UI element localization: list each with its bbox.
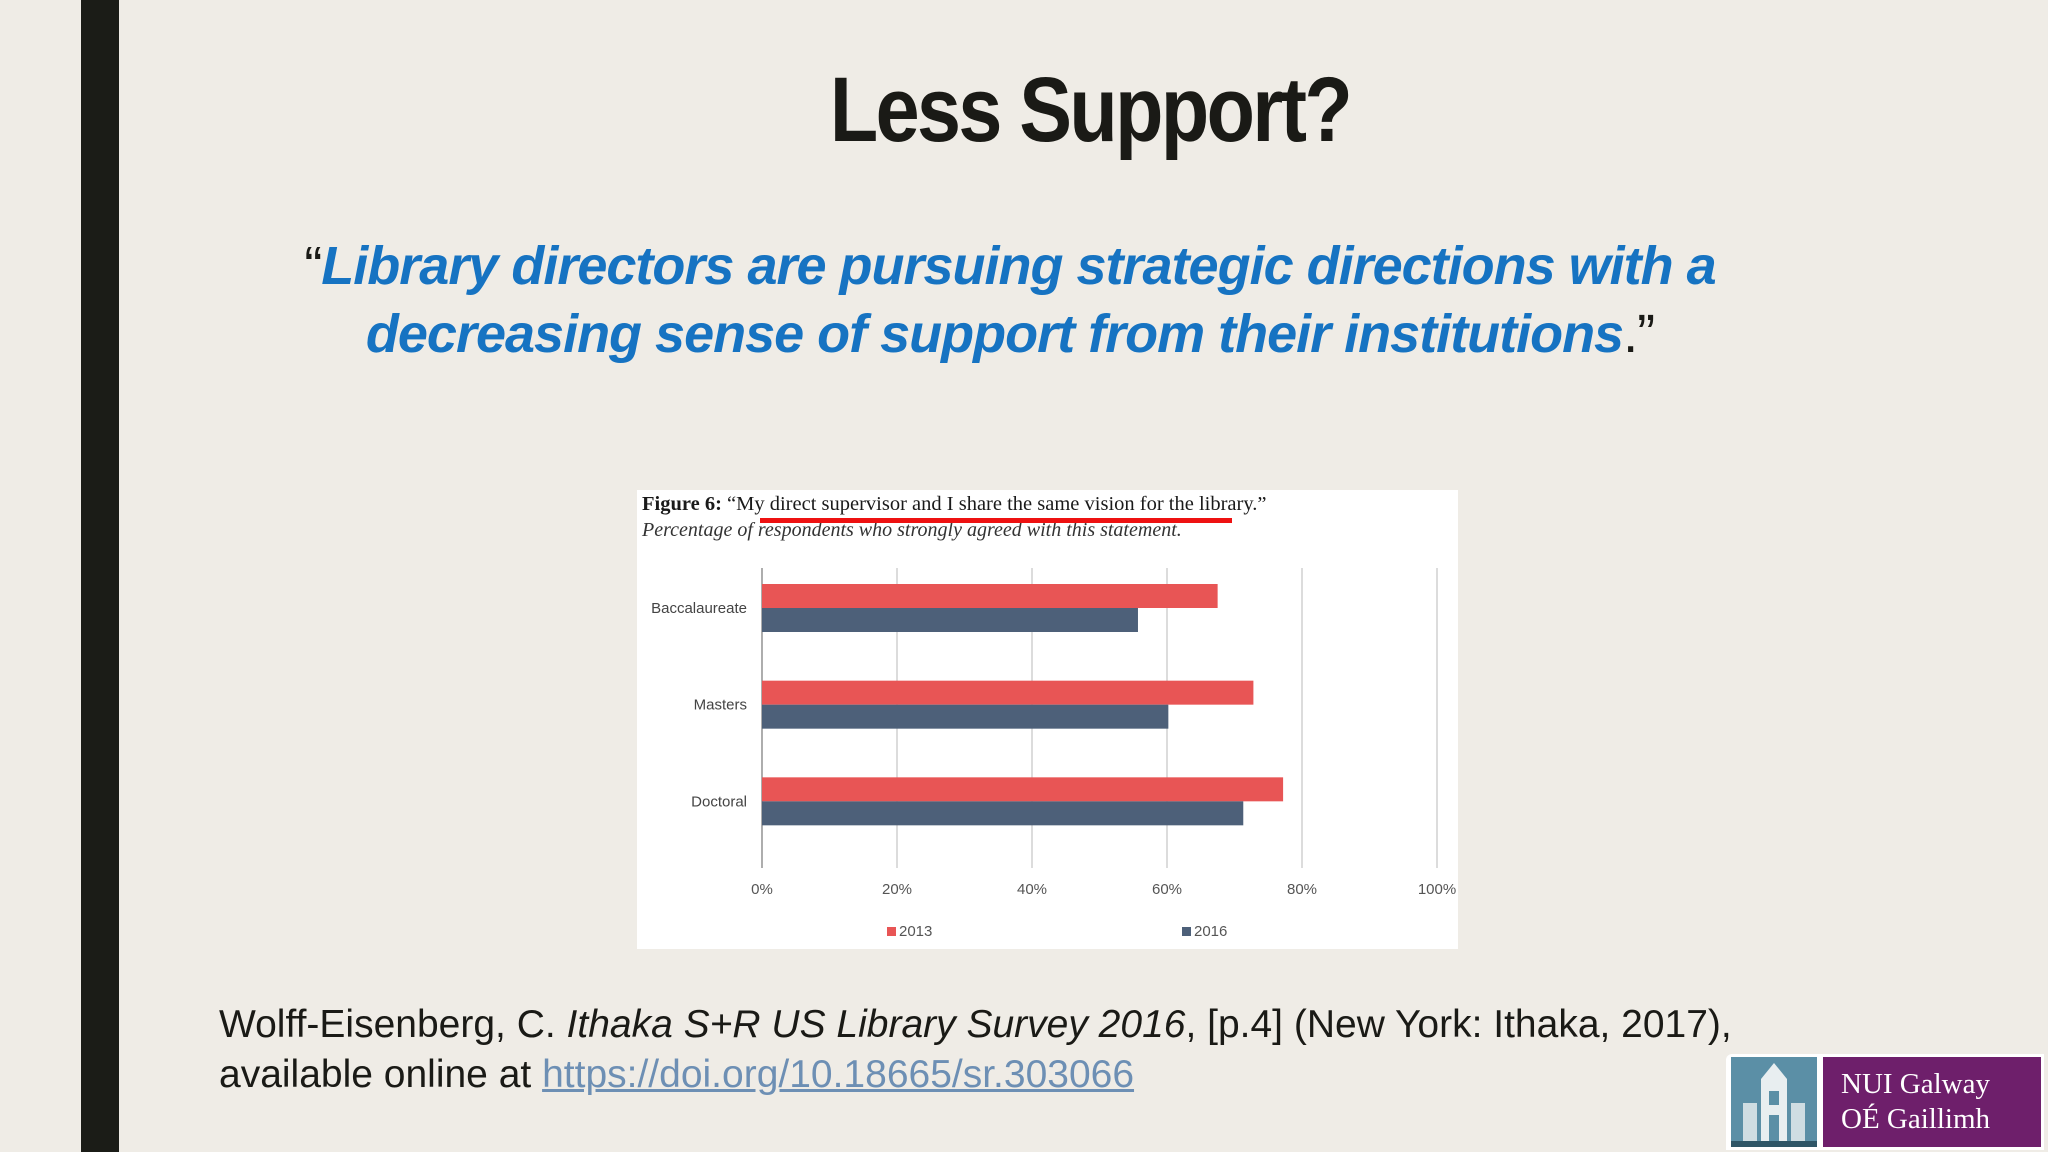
bar-2013 (762, 777, 1284, 802)
logo-line-1: NUI Galway (1841, 1068, 1990, 1100)
citation-details: , [p.4] (New York: Ithaka, 2017), (1185, 1003, 1732, 1046)
logo-line-2: OÉ Gaillimh (1841, 1103, 1991, 1135)
citation-link[interactable]: https://doi.org/10.18665/sr.303066 (542, 1053, 1135, 1096)
quote: “Library directors are pursuing strategi… (200, 232, 1820, 368)
legend-swatch (887, 927, 896, 936)
citation-author: Wolff-Eisenberg, C. (219, 1003, 556, 1046)
legend-label: 2016 (1194, 923, 1227, 940)
bar-2016 (762, 801, 1244, 826)
x-tick-label: 0% (751, 881, 773, 898)
figure-label: Figure 6: (642, 493, 722, 515)
category-label: Doctoral (691, 793, 747, 810)
crest-icon (1731, 1057, 1817, 1147)
x-tick-label: 80% (1287, 881, 1317, 898)
legend-label: 2013 (899, 923, 932, 940)
bar-2013 (762, 584, 1218, 608)
category-label: Masters (694, 697, 747, 714)
x-tick-label: 40% (1017, 881, 1047, 898)
quote-close-mark: .” (1623, 304, 1655, 364)
figure-statement: “My direct supervisor and I share the sa… (727, 493, 1267, 515)
nui-galway-logo: NUI Galway OÉ Gaillimh (1726, 1054, 2044, 1150)
bar-2016 (762, 608, 1138, 632)
citation: Wolff-Eisenberg, C. Ithaka S+R US Librar… (219, 1000, 1819, 1100)
x-tick-label: 60% (1152, 881, 1182, 898)
figure-image: Figure 6: “My direct supervisor and I sh… (637, 490, 1458, 949)
bar-chart: 0% 20% 40% 60% 80% 100% Baccalaureate Masters Do… (651, 518, 1456, 940)
citation-available: available online at (219, 1053, 532, 1096)
quote-open-mark: “ (304, 236, 322, 296)
left-accent-bar (81, 0, 119, 1152)
figure-caption: Figure 6: “My direct supervisor and I sh… (642, 493, 1267, 516)
legend-swatch (1182, 927, 1191, 936)
bar-2016 (762, 704, 1169, 729)
figure-subtitle: Percentage of respondents who strongly a… (642, 519, 1182, 541)
bar-2013 (762, 680, 1254, 705)
x-tick-label: 100% (1418, 881, 1456, 898)
quote-text: Library directors are pursuing strategic… (321, 236, 1716, 364)
statement-underline (760, 518, 1232, 523)
slide-title: Less Support? (829, 59, 1353, 161)
x-tick-label: 20% (882, 881, 912, 898)
category-label: Baccalaureate (651, 600, 747, 617)
logo-panel: NUI Galway OÉ Gaillimh (1823, 1057, 2041, 1147)
citation-title: Ithaka S+R US Library Survey 2016 (566, 1003, 1186, 1046)
